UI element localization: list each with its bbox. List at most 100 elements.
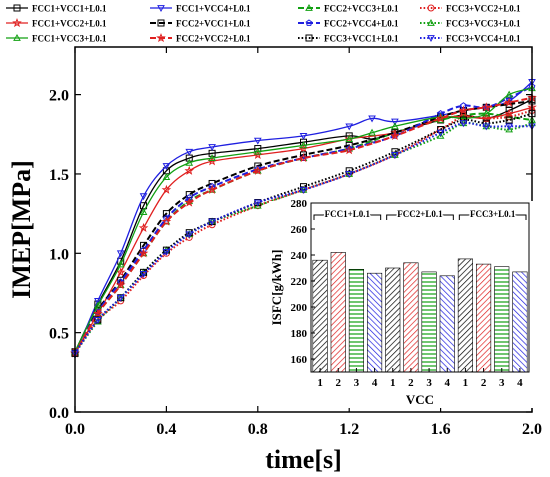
data-point xyxy=(93,308,103,318)
group-label: FCC2+L0.1 xyxy=(397,209,443,219)
group-bracket xyxy=(458,214,527,220)
data-point xyxy=(138,222,149,232)
data-point xyxy=(391,122,399,130)
isfc-bar xyxy=(494,266,510,373)
isfc-bar xyxy=(457,258,473,373)
inset-x-tick-label: 2 xyxy=(336,377,342,389)
data-point xyxy=(94,301,102,309)
data-point xyxy=(504,108,514,118)
y-tick-label: 0.5 xyxy=(49,326,69,343)
group-label: FCC3+L0.1 xyxy=(470,209,516,219)
data-point xyxy=(299,186,308,194)
data-point xyxy=(436,129,445,137)
legend-marker xyxy=(427,35,435,43)
data-point xyxy=(162,214,170,222)
data-point xyxy=(184,197,195,207)
x-tick-label: 0.0 xyxy=(65,421,85,438)
data-point xyxy=(482,123,491,131)
data-point xyxy=(115,280,126,290)
x-tick-label: 0.4 xyxy=(156,421,176,438)
series-9 xyxy=(71,84,536,355)
legend-entry: FCC3+VCC2+L0.1 xyxy=(420,4,521,14)
x-tick-label: 0.8 xyxy=(248,421,268,438)
legend-label: FCC2+VCC2+L0.1 xyxy=(176,34,251,44)
data-point xyxy=(185,148,194,156)
inset-x-tick-label: 3 xyxy=(354,377,360,389)
x-tick-label: 1.6 xyxy=(431,421,451,438)
inset-y-tick-label: 240 xyxy=(291,250,308,262)
y-tick-label: 1.5 xyxy=(49,167,69,184)
inset-x-tick-label: 2 xyxy=(408,377,414,389)
data-point xyxy=(482,119,490,127)
legend-entry: FCC2+VCC4+L0.1 xyxy=(298,19,399,29)
legend-marker xyxy=(12,17,22,28)
y-axis-label: IMEP[MPa] xyxy=(7,160,36,299)
legend-label: FCC1+VCC3+L0.1 xyxy=(32,34,107,44)
legend-entry: FCC1+VCC2+L0.1 xyxy=(6,17,107,29)
legend-entry: FCC2+VCC1+L0.1 xyxy=(150,19,251,29)
data-point xyxy=(299,141,308,149)
legend-label: FCC2+VCC1+L0.1 xyxy=(176,19,251,29)
legend-marker xyxy=(427,18,435,26)
data-point xyxy=(459,111,468,119)
legend-entry: FCC1+VCC3+L0.1 xyxy=(6,34,107,44)
legend-entry: FCC2+VCC2+L0.1 xyxy=(150,32,251,44)
data-point xyxy=(505,125,513,133)
data-point xyxy=(116,294,125,302)
data-point xyxy=(505,123,513,131)
legend-marker xyxy=(427,4,435,12)
inset-x-tick-label: 4 xyxy=(445,377,451,389)
data-point xyxy=(139,271,148,278)
legend-label: FCC3+VCC3+L0.1 xyxy=(446,19,521,29)
data-point xyxy=(253,147,262,155)
y-tick-label: 0.0 xyxy=(49,405,69,422)
inset-y-tick-label: 220 xyxy=(291,276,308,288)
legend-entry: FCC1+VCC4+L0.1 xyxy=(150,4,251,14)
data-point xyxy=(94,317,102,324)
isfc-bar xyxy=(367,272,383,373)
data-point xyxy=(208,218,216,226)
data-point xyxy=(345,144,353,152)
group-bracket xyxy=(386,214,454,220)
legend-entry: FCC2+VCC3+L0.1 xyxy=(298,4,399,14)
data-point xyxy=(504,97,514,107)
isfc-bar xyxy=(348,268,364,373)
data-point xyxy=(115,267,126,277)
data-point xyxy=(345,171,354,178)
legend-marker xyxy=(305,3,313,11)
inset-x-axis-label: VCC xyxy=(406,392,434,407)
data-point xyxy=(368,115,376,123)
inset-x-tick-label: 1 xyxy=(463,377,469,389)
inset-y-tick-label: 280 xyxy=(291,198,308,210)
data-point xyxy=(459,116,467,124)
data-point xyxy=(184,165,195,175)
inset-y-tick-label: 260 xyxy=(291,224,308,236)
inset-x-tick-label: 3 xyxy=(499,377,505,389)
data-point xyxy=(344,145,354,155)
data-point xyxy=(185,158,194,166)
isfc-bar xyxy=(312,259,328,373)
data-point xyxy=(253,199,262,207)
data-point xyxy=(481,102,492,112)
series-line xyxy=(74,112,533,354)
legend-label: FCC3+VCC4+L0.1 xyxy=(446,34,521,44)
group-bracket xyxy=(313,214,382,220)
legend-marker xyxy=(305,34,313,42)
legend-label: FCC1+VCC2+L0.1 xyxy=(32,19,107,29)
legend-label: FCC1+VCC4+L0.1 xyxy=(176,4,251,14)
isfc-bar xyxy=(385,267,401,373)
legend-entry: FCC1+VCC1+L0.1 xyxy=(6,4,107,14)
data-point xyxy=(138,248,149,258)
inset-x-tick-label: 1 xyxy=(317,377,323,389)
inset-frame xyxy=(310,202,530,373)
isfc-bar xyxy=(330,252,346,373)
data-point xyxy=(139,208,148,215)
inset-x-tick-label: 4 xyxy=(517,377,523,389)
data-point xyxy=(368,128,376,136)
data-point xyxy=(254,162,262,170)
legend-entry: FCC3+VCC4+L0.1 xyxy=(420,34,521,44)
legend-entry: FCC3+VCC1+L0.1 xyxy=(298,34,399,44)
data-point xyxy=(208,154,216,161)
data-point xyxy=(345,135,354,142)
